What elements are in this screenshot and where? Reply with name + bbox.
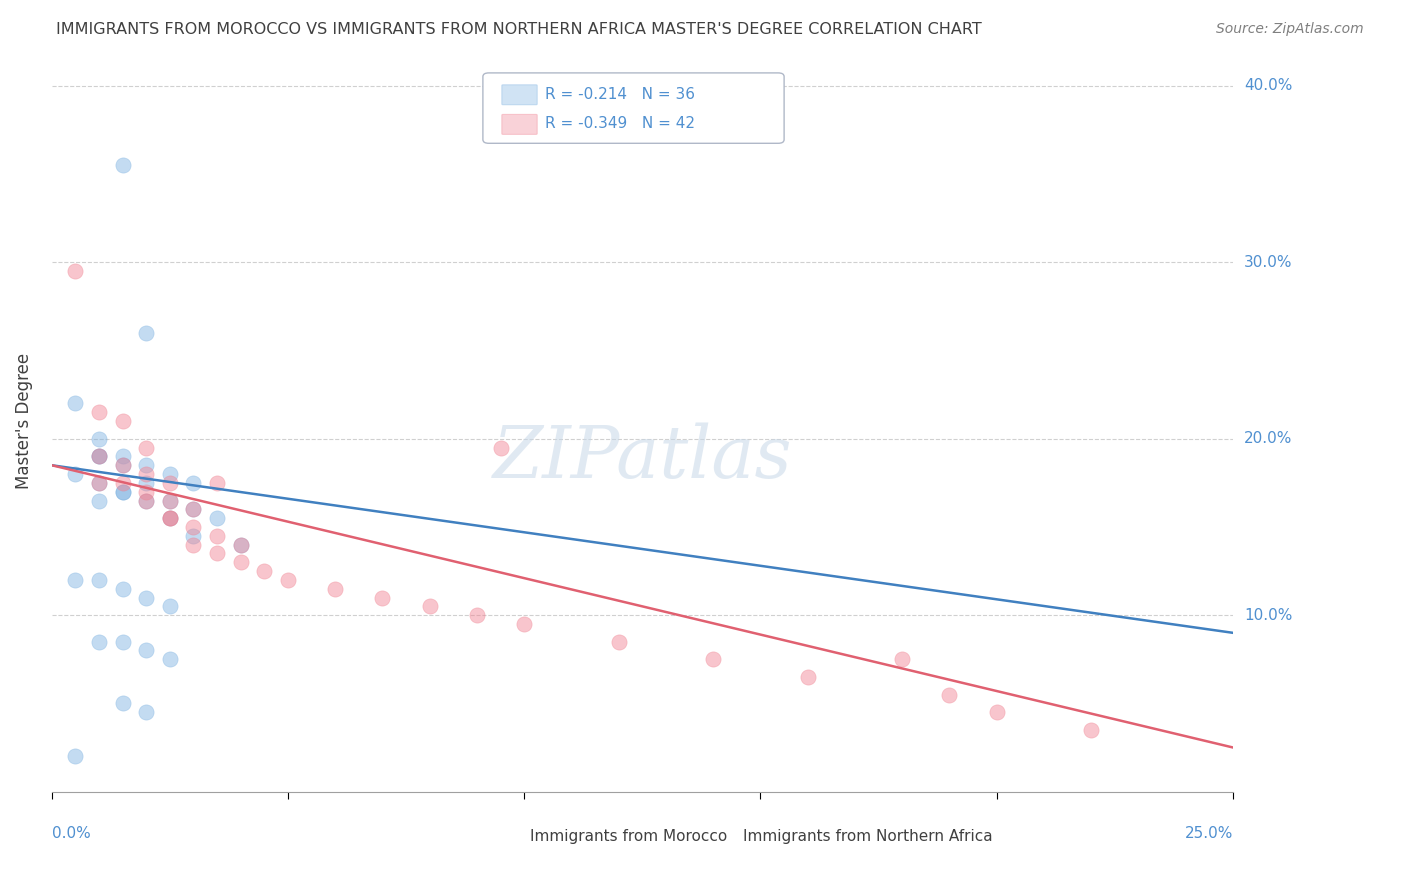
Text: Immigrants from Morocco: Immigrants from Morocco: [530, 830, 727, 845]
Point: [111, 158, 134, 172]
Point: [111, 450, 134, 464]
Point: [65, 749, 87, 764]
Point: [702, 652, 724, 666]
Point: [253, 564, 276, 578]
Point: [183, 520, 205, 534]
Text: Immigrants from Northern Africa: Immigrants from Northern Africa: [742, 830, 993, 845]
Point: [111, 484, 134, 499]
Point: [65, 573, 87, 587]
Point: [135, 475, 157, 490]
FancyBboxPatch shape: [494, 828, 526, 846]
Point: [135, 467, 157, 481]
Point: [87, 493, 110, 508]
Point: [419, 599, 441, 614]
Point: [87, 450, 110, 464]
Point: [159, 467, 181, 481]
Point: [135, 441, 157, 455]
Point: [183, 529, 205, 543]
Point: [135, 643, 157, 657]
Point: [489, 441, 512, 455]
Point: [135, 484, 157, 499]
Text: 0.0%: 0.0%: [52, 826, 90, 841]
Text: R = -0.349   N = 42: R = -0.349 N = 42: [546, 116, 696, 131]
Point: [111, 484, 134, 499]
Text: 25.0%: 25.0%: [1185, 826, 1233, 841]
Point: [205, 529, 228, 543]
Point: [111, 458, 134, 473]
Point: [159, 652, 181, 666]
Point: [65, 467, 87, 481]
Point: [183, 502, 205, 516]
Point: [111, 458, 134, 473]
Point: [796, 670, 818, 684]
Text: 10.0%: 10.0%: [1244, 607, 1292, 623]
Text: R = -0.214   N = 36: R = -0.214 N = 36: [546, 87, 696, 102]
Point: [938, 688, 960, 702]
Point: [1364, 749, 1386, 764]
Point: [159, 511, 181, 525]
Point: [87, 573, 110, 587]
Point: [111, 634, 134, 648]
Point: [87, 450, 110, 464]
Point: [371, 591, 394, 605]
Point: [135, 493, 157, 508]
Point: [87, 405, 110, 419]
Point: [111, 414, 134, 428]
Point: [607, 634, 630, 648]
Point: [1080, 723, 1102, 737]
Point: [87, 432, 110, 446]
FancyBboxPatch shape: [706, 828, 738, 846]
Point: [205, 511, 228, 525]
Point: [891, 652, 914, 666]
FancyBboxPatch shape: [502, 85, 537, 104]
Text: 30.0%: 30.0%: [1244, 255, 1292, 270]
Point: [87, 475, 110, 490]
Point: [135, 458, 157, 473]
Point: [183, 538, 205, 552]
Point: [986, 705, 1008, 719]
Text: Source: ZipAtlas.com: Source: ZipAtlas.com: [1216, 22, 1364, 37]
Point: [159, 511, 181, 525]
Point: [135, 493, 157, 508]
Point: [159, 493, 181, 508]
Point: [111, 582, 134, 596]
Y-axis label: Master's Degree: Master's Degree: [15, 353, 32, 489]
Point: [205, 475, 228, 490]
Point: [159, 493, 181, 508]
Point: [513, 617, 536, 632]
Point: [65, 264, 87, 278]
Point: [87, 475, 110, 490]
Point: [65, 396, 87, 410]
Point: [135, 326, 157, 340]
Point: [111, 475, 134, 490]
Point: [135, 705, 157, 719]
Text: ZIPatlas: ZIPatlas: [492, 423, 792, 493]
Text: 20.0%: 20.0%: [1244, 431, 1292, 446]
Point: [205, 546, 228, 560]
Point: [87, 450, 110, 464]
Point: [159, 511, 181, 525]
FancyBboxPatch shape: [502, 114, 537, 135]
Point: [183, 475, 205, 490]
Point: [229, 538, 252, 552]
Point: [87, 634, 110, 648]
Point: [159, 599, 181, 614]
Point: [465, 608, 488, 623]
Text: 40.0%: 40.0%: [1244, 78, 1292, 94]
Point: [229, 538, 252, 552]
Point: [135, 591, 157, 605]
FancyBboxPatch shape: [482, 73, 785, 144]
Point: [229, 555, 252, 569]
Point: [277, 573, 299, 587]
Point: [159, 475, 181, 490]
Point: [323, 582, 346, 596]
Point: [183, 502, 205, 516]
Point: [111, 697, 134, 711]
Text: IMMIGRANTS FROM MOROCCO VS IMMIGRANTS FROM NORTHERN AFRICA MASTER'S DEGREE CORRE: IMMIGRANTS FROM MOROCCO VS IMMIGRANTS FR…: [56, 22, 981, 37]
